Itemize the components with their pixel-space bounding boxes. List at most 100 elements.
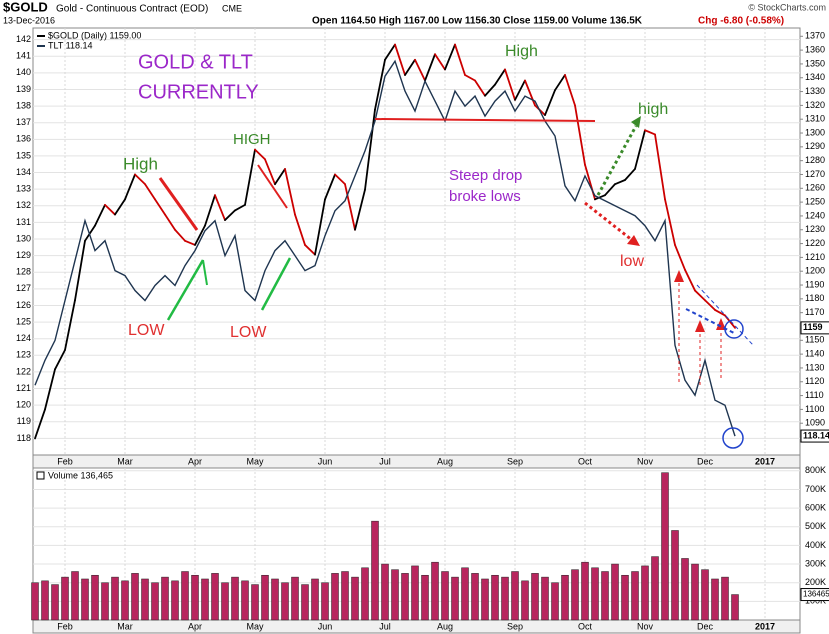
- price-segment: [44, 368, 56, 411]
- date: 13-Dec-2016: [3, 15, 55, 25]
- volume-bar: [491, 574, 499, 621]
- price-segment: [214, 194, 226, 221]
- price-segment: [224, 209, 236, 221]
- volume-bar: [111, 576, 119, 621]
- volume-bar: [611, 563, 619, 621]
- y2-tick-label: 1090: [805, 418, 825, 428]
- price-segment: [284, 168, 296, 216]
- y2-tick-label: 1340: [805, 72, 825, 82]
- volume-bar: [471, 573, 479, 621]
- x-axis-band: [32, 619, 801, 634]
- volume-bar: [311, 578, 319, 621]
- volume-bar: [511, 571, 519, 621]
- x-tick-label: Mar: [117, 621, 133, 631]
- volume-bar: [351, 576, 359, 621]
- y2-tick-label: 1290: [805, 141, 825, 151]
- trend-line: [158, 177, 199, 231]
- price-segment: [674, 244, 686, 271]
- annotation: low: [620, 253, 644, 270]
- x-tick-label: 2017: [755, 456, 775, 466]
- legend-swatch: [36, 471, 45, 480]
- price-segment: [554, 74, 566, 92]
- y2-tick-label: 1130: [805, 362, 824, 372]
- dotted-arrow: [584, 201, 633, 242]
- volume-bar: [701, 569, 709, 621]
- y2-tick-label: 1260: [805, 183, 825, 193]
- y2-tick-label: 1230: [805, 224, 825, 234]
- last-value-label: 118.14: [803, 430, 829, 440]
- y-tick-label: 136: [16, 134, 31, 144]
- volume-bar: [671, 530, 679, 621]
- volume-bar: [651, 556, 659, 621]
- y-tick-label: 127: [16, 283, 31, 293]
- volume-bar: [211, 573, 219, 621]
- price-segment: [84, 224, 96, 242]
- price-segment: [644, 129, 656, 136]
- symbol: $GOLD: [3, 0, 48, 14]
- price-segment: [304, 244, 316, 256]
- volume-bar: [191, 574, 199, 621]
- annotation: LOW: [128, 322, 165, 339]
- annotation: GOLD & TLT: [138, 51, 253, 73]
- price-segment: [684, 268, 696, 292]
- arrow-head: [695, 320, 705, 332]
- y2-tick-label: 1250: [805, 196, 825, 206]
- x-tick-label: 2017: [755, 621, 775, 631]
- price-segment: [54, 349, 66, 371]
- volume-bar: [681, 558, 689, 621]
- last-value-box: [800, 321, 829, 335]
- y2-tick-label: 1200: [805, 266, 825, 276]
- y-tick-label: 124: [16, 333, 31, 343]
- y-tick-label: 120: [16, 400, 31, 410]
- last-value-label: 1159: [803, 322, 823, 332]
- x-tick-label: Apr: [188, 621, 202, 631]
- y2-tick-label: 1300: [805, 127, 825, 137]
- volume-bar: [121, 580, 129, 621]
- y-tick-label: 132: [16, 200, 31, 210]
- x-axis-band: [32, 454, 801, 469]
- volume-bar: [301, 584, 309, 621]
- x-tick-label: Apr: [188, 456, 202, 466]
- volume-bar: [141, 578, 149, 621]
- y2-tick-label: 1140: [805, 348, 824, 358]
- x-tick-label: Oct: [578, 621, 593, 631]
- y-tick-label: 131: [16, 217, 31, 227]
- y2-tick-label: 1280: [805, 155, 825, 165]
- price-segment: [524, 79, 536, 107]
- y-tick-label: 119: [17, 416, 31, 426]
- arrow-head: [674, 270, 684, 282]
- volume-bar: [601, 571, 609, 621]
- annotation: Steep drop: [449, 167, 522, 184]
- arrow-head: [716, 318, 726, 330]
- channel-line: [685, 308, 737, 335]
- y-tick-label: 129: [16, 250, 31, 260]
- x-tick-label: Jul: [379, 456, 391, 466]
- price-segment: [274, 168, 286, 186]
- y2-tick-label: 1190: [805, 279, 824, 289]
- volume-bar: [161, 576, 169, 621]
- volume-bar: [521, 580, 529, 621]
- price-segment: [104, 203, 116, 216]
- volume-bar: [131, 573, 139, 621]
- price-segment: [124, 173, 136, 201]
- volume-bar: [411, 565, 419, 621]
- x-tick-label: Feb: [57, 456, 73, 466]
- price-segment: [264, 158, 276, 186]
- volume-bar: [171, 580, 179, 621]
- price-segment: [324, 173, 336, 201]
- volume-bar: [51, 584, 59, 621]
- price-segment: [394, 43, 406, 76]
- price-segment: [594, 194, 606, 201]
- annotation: broke lows: [449, 188, 521, 205]
- y-tick-label: 133: [16, 184, 31, 194]
- price-segment: [694, 289, 706, 302]
- price-segment: [634, 129, 646, 170]
- volume-bar: [661, 472, 669, 621]
- price-segment: [184, 239, 196, 246]
- price-segment: [654, 133, 666, 201]
- volume-bar: [731, 594, 739, 621]
- y2-tick-label: 1150: [805, 335, 824, 345]
- x-tick-label: Feb: [57, 621, 73, 631]
- volume-bar: [261, 574, 269, 621]
- y2-tick-label: 1320: [805, 100, 825, 110]
